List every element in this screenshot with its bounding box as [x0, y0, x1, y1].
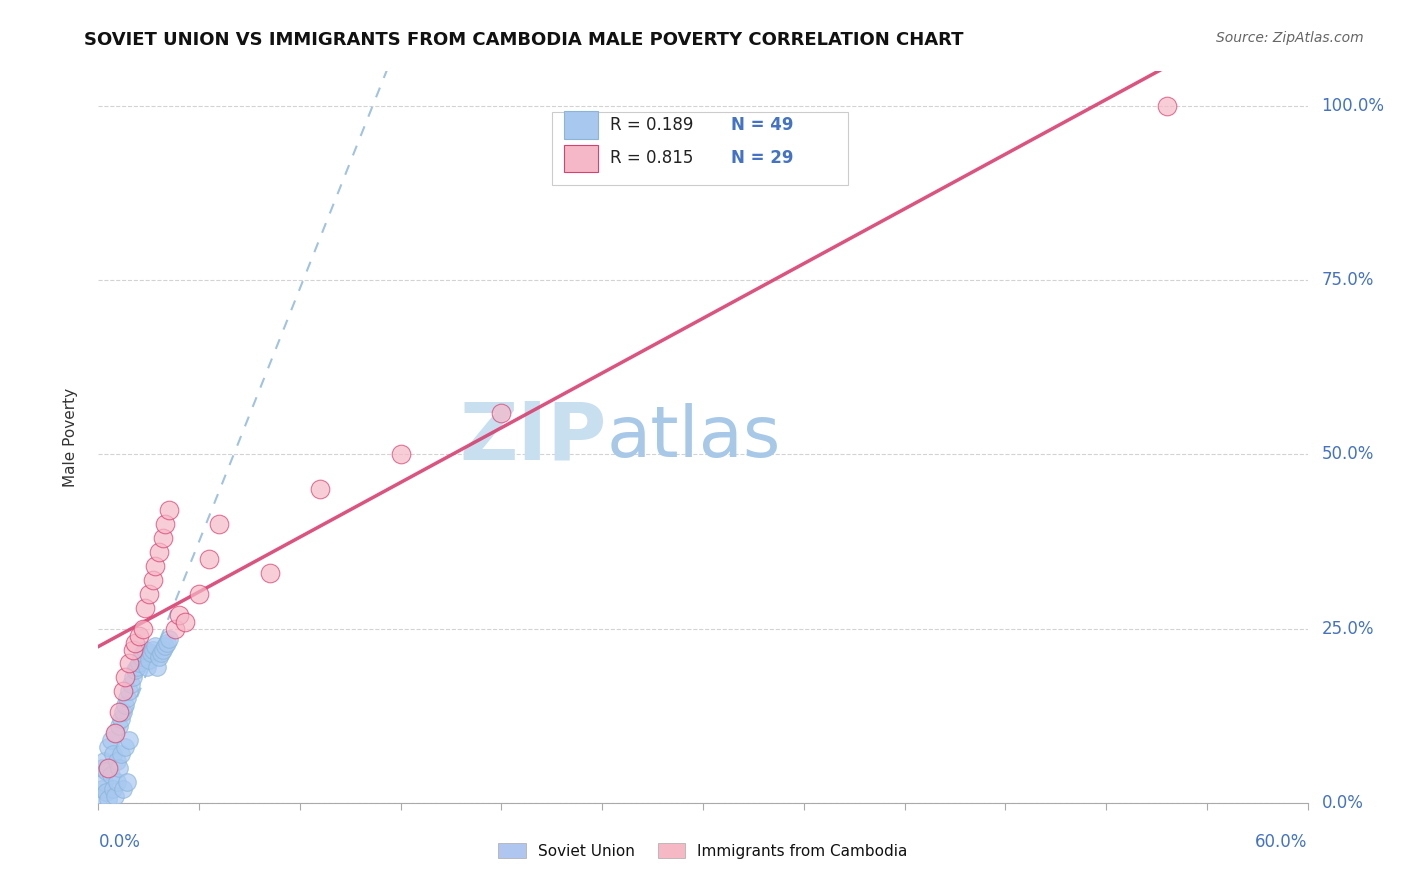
Point: [93, 775, 115, 789]
Point: [124, 635, 146, 649]
Point: [143, 639, 166, 653]
Point: [132, 646, 155, 660]
Point: [149, 646, 172, 660]
Point: [91, 761, 114, 775]
Point: [120, 677, 142, 691]
FancyBboxPatch shape: [564, 145, 598, 172]
Point: [152, 642, 174, 657]
Point: [118, 657, 141, 671]
Point: [157, 632, 180, 646]
Text: Source: ZipAtlas.com: Source: ZipAtlas.com: [1216, 31, 1364, 45]
Text: 50.0%: 50.0%: [1322, 445, 1374, 464]
Point: [138, 653, 160, 667]
Text: 100.0%: 100.0%: [1322, 97, 1385, 115]
Point: [107, 719, 129, 733]
Point: [153, 639, 176, 653]
Point: [103, 726, 125, 740]
Text: ZIP: ZIP: [458, 398, 606, 476]
Point: [103, 726, 125, 740]
Point: [142, 642, 165, 657]
Point: [100, 768, 122, 782]
Point: [97, 792, 120, 806]
Point: [153, 517, 176, 532]
FancyBboxPatch shape: [564, 111, 598, 138]
Point: [107, 705, 129, 719]
FancyBboxPatch shape: [551, 112, 848, 185]
Point: [134, 642, 156, 657]
Point: [491, 406, 513, 420]
Point: [148, 545, 170, 559]
Point: [138, 587, 160, 601]
Point: [121, 642, 143, 657]
Point: [100, 733, 122, 747]
Point: [163, 622, 186, 636]
Point: [111, 705, 134, 719]
Text: N = 29: N = 29: [731, 149, 793, 168]
Text: 25.0%: 25.0%: [1322, 620, 1374, 638]
Point: [114, 698, 136, 713]
Point: [124, 664, 146, 678]
Point: [139, 646, 162, 660]
Point: [110, 747, 132, 761]
Point: [96, 764, 118, 779]
Point: [148, 649, 170, 664]
Point: [188, 587, 211, 601]
Point: [132, 622, 155, 636]
Point: [105, 754, 128, 768]
Legend: Soviet Union, Immigrants from Cambodia: Soviet Union, Immigrants from Cambodia: [492, 837, 914, 864]
Text: R = 0.815: R = 0.815: [610, 149, 693, 168]
Point: [309, 483, 332, 497]
Point: [105, 775, 128, 789]
Point: [1156, 99, 1178, 113]
Text: SOVIET UNION VS IMMIGRANTS FROM CAMBODIA MALE POVERTY CORRELATION CHART: SOVIET UNION VS IMMIGRANTS FROM CAMBODIA…: [84, 31, 965, 49]
Point: [96, 785, 118, 799]
Text: 0.0%: 0.0%: [98, 833, 141, 851]
Point: [101, 781, 124, 796]
Text: R = 0.189: R = 0.189: [610, 116, 693, 134]
Point: [110, 712, 132, 726]
Point: [97, 740, 120, 755]
Point: [259, 566, 281, 580]
Point: [146, 660, 169, 674]
Text: 60.0%: 60.0%: [1256, 833, 1308, 851]
Y-axis label: Male Poverty: Male Poverty: [63, 387, 77, 487]
Point: [111, 781, 134, 796]
Text: N = 49: N = 49: [731, 116, 793, 134]
Point: [114, 670, 136, 684]
Point: [114, 740, 136, 755]
Point: [134, 600, 156, 615]
Point: [89, 789, 111, 803]
Point: [111, 684, 134, 698]
Point: [389, 448, 412, 462]
Point: [91, 781, 114, 796]
Point: [128, 657, 150, 671]
Point: [174, 615, 197, 629]
Point: [128, 629, 150, 643]
Point: [135, 660, 157, 674]
Point: [152, 531, 174, 545]
Point: [198, 552, 221, 566]
Point: [129, 649, 152, 664]
Point: [167, 607, 190, 622]
Point: [97, 761, 120, 775]
Point: [103, 789, 125, 803]
Point: [107, 761, 129, 775]
Point: [143, 558, 166, 573]
Point: [156, 635, 179, 649]
Point: [115, 775, 138, 789]
Point: [208, 517, 231, 532]
Point: [142, 573, 165, 587]
Text: atlas: atlas: [606, 402, 780, 472]
Point: [118, 733, 141, 747]
Point: [115, 691, 138, 706]
Text: 0.0%: 0.0%: [1322, 794, 1364, 812]
Point: [121, 670, 143, 684]
Point: [157, 503, 180, 517]
Point: [125, 660, 148, 674]
Text: 75.0%: 75.0%: [1322, 271, 1374, 289]
Point: [118, 684, 141, 698]
Point: [93, 754, 115, 768]
Point: [101, 747, 124, 761]
